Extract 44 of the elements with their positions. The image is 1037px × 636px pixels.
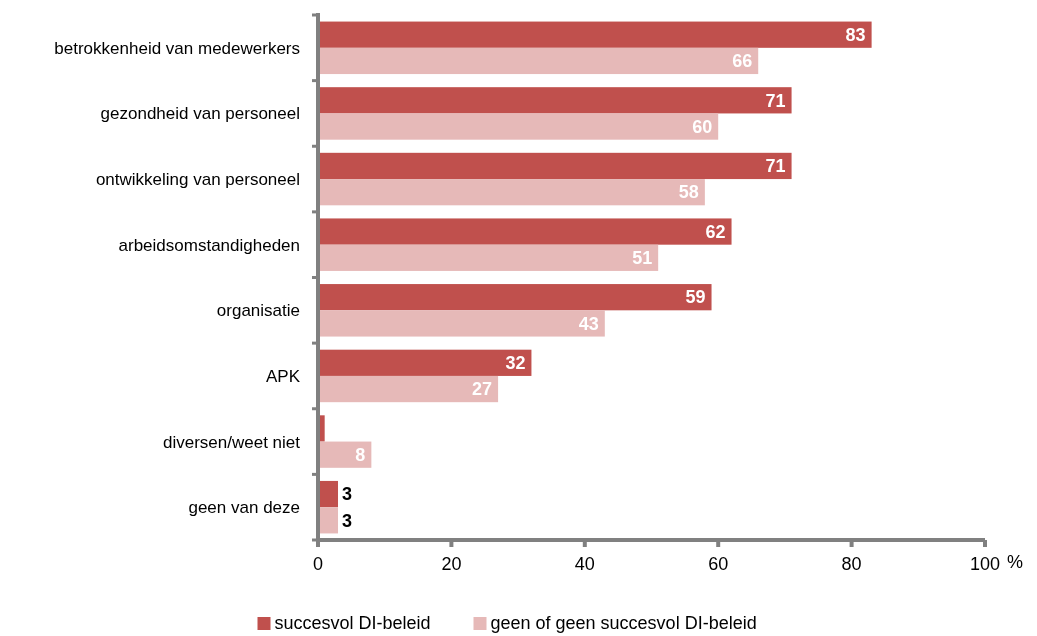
x-tick-label: 60	[708, 554, 729, 574]
data-label: 27	[472, 379, 493, 400]
y-tick-label: APK	[265, 366, 301, 386]
y-tick-label: organisatie	[216, 301, 300, 321]
bar	[318, 349, 532, 376]
bar	[318, 21, 872, 48]
data-label: 51	[632, 248, 653, 269]
bar	[318, 218, 732, 245]
y-tick-label: betrokkenheid van medewerkers	[54, 38, 300, 58]
data-label: 8	[355, 444, 366, 465]
data-label: 58	[678, 182, 699, 203]
legend-label: succesvol DI-beleid	[274, 613, 431, 633]
data-label: 62	[705, 221, 726, 242]
bar	[318, 152, 792, 180]
bar	[318, 284, 712, 311]
bar	[318, 47, 759, 75]
data-label: 83	[845, 24, 866, 45]
data-label: 71	[765, 90, 786, 111]
bar	[318, 375, 499, 403]
x-tick-label: 0	[312, 554, 324, 574]
x-tick-label: 80	[841, 554, 862, 574]
data-label: 60	[692, 116, 713, 137]
x-tick-label: 40	[574, 554, 595, 574]
x-axis-title: %	[1007, 552, 1024, 572]
data-label: 59	[685, 287, 706, 308]
bar	[318, 179, 705, 206]
y-tick-label: diversen/weet niet	[162, 432, 301, 452]
y-tick-label: gezondheid van personeel	[100, 104, 300, 124]
data-label: 32	[505, 353, 526, 374]
x-tick-label: 100	[969, 554, 1001, 574]
data-label: 66	[732, 51, 753, 72]
bar	[318, 310, 605, 337]
bar	[318, 244, 659, 271]
data-label: 3	[342, 510, 353, 531]
y-tick-label: arbeidsomstandigheden	[118, 235, 300, 255]
y-tick-label: geen van deze	[188, 498, 300, 518]
legend-label: geen of geen succesvol DI-beleid	[490, 613, 757, 633]
data-label: 71	[765, 156, 786, 177]
x-tick-label: 20	[441, 554, 462, 574]
data-label: 3	[342, 484, 353, 505]
y-tick-label: ontwikkeling van personeel	[95, 170, 300, 190]
bar	[318, 113, 719, 140]
data-label: 43	[578, 313, 599, 334]
bar	[318, 87, 792, 114]
